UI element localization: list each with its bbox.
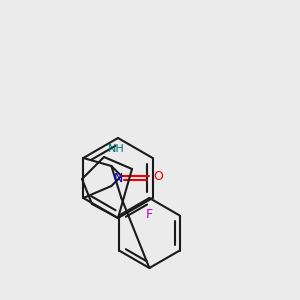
Text: O: O: [153, 169, 163, 182]
Text: N: N: [113, 172, 123, 185]
Text: NH: NH: [108, 144, 125, 154]
Text: F: F: [146, 208, 153, 221]
